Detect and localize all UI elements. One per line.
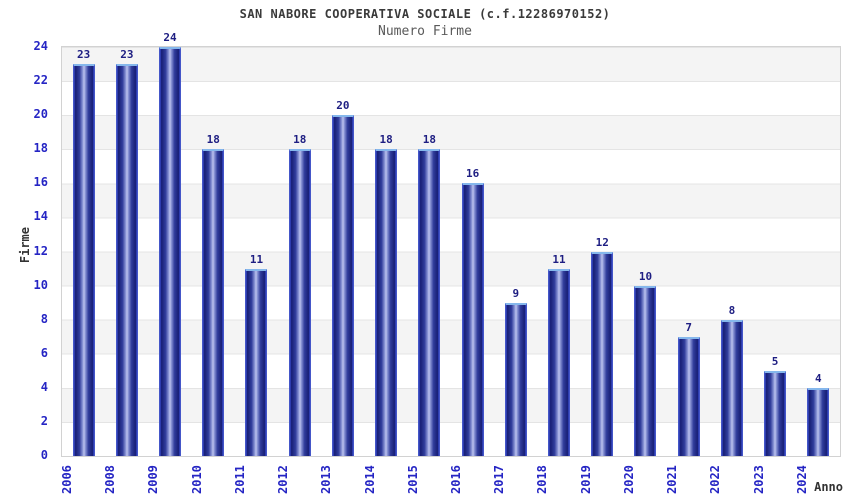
bar-slot: 9 [494, 47, 537, 456]
bar-value-label: 18 [206, 133, 220, 147]
bar-slot: 12 [581, 47, 624, 456]
bar [807, 387, 830, 456]
y-tick-label: 24 [33, 39, 48, 53]
x-tick-label: 2012 [276, 465, 291, 495]
bar-slot: 8 [710, 47, 753, 456]
y-tick-label: 10 [33, 277, 48, 292]
bar-value-label: 18 [379, 133, 393, 147]
bar-value-label: 5 [771, 354, 779, 368]
bar [288, 149, 311, 456]
y-tick-label: 2 [40, 413, 48, 428]
bar-slot: 4 [797, 47, 840, 456]
bar-value-label: 23 [120, 48, 134, 62]
x-tick-label: 2011 [232, 465, 247, 495]
bar [72, 64, 95, 456]
bar [331, 115, 354, 456]
bar-slot: 5 [754, 47, 797, 456]
bar-value-label: 16 [465, 167, 480, 181]
x-tick-label: 2016 [448, 465, 463, 495]
x-tick-label: 2015 [405, 465, 420, 495]
bar [115, 64, 138, 456]
x-tick-label: 2019 [578, 465, 593, 495]
y-tick-label: 18 [33, 141, 48, 156]
bar-slot: 24 [148, 31, 191, 456]
bar-slot: 18 [192, 47, 235, 456]
bar-slot: 18 [365, 47, 408, 456]
y-tick-label: 4 [40, 379, 48, 394]
x-tick-label: 2022 [708, 465, 723, 495]
x-axis-labels: 2006 2008 2009 2010 2011 2012 2013 2014 2015 2016… [60, 461, 839, 499]
y-tick-label: 8 [40, 311, 48, 326]
bar-slot: 18 [408, 47, 451, 456]
bar [245, 268, 268, 456]
bar-value-label: 23 [76, 48, 91, 62]
bar [418, 149, 441, 456]
x-axis-title: Anno [814, 480, 843, 494]
x-tick-label: 2009 [146, 465, 161, 495]
bar [548, 268, 571, 456]
bar-value-label: 11 [552, 252, 566, 266]
x-tick-label: 2018 [535, 465, 550, 495]
chart-subtitle: Numero Firme [378, 24, 472, 39]
bar [202, 149, 225, 456]
bar-value-label: 8 [728, 303, 736, 317]
bar [764, 370, 787, 456]
bar-slot: 11 [235, 47, 278, 456]
bar-value-label: 12 [595, 235, 609, 249]
bar-slot: 7 [667, 47, 710, 456]
bar [504, 302, 527, 456]
bar [461, 183, 484, 456]
x-tick-label: 2021 [665, 465, 680, 495]
y-axis-ticks: 0 2 4 6 8 10 12 14 16 18 20 22 24 [0, 39, 54, 462]
bar-slot: 23 [105, 47, 148, 456]
x-tick-label: 2006 [60, 465, 74, 495]
bar-value-label: 18 [293, 133, 307, 147]
bar-value-label: 20 [336, 99, 350, 113]
x-tick-label: 2023 [751, 465, 766, 495]
bar-value-label: 4 [815, 371, 822, 385]
bar-value-label: 11 [249, 252, 264, 266]
y-tick-label: 0 [40, 448, 48, 462]
bar [677, 336, 700, 456]
y-tick-label: 14 [33, 209, 48, 224]
bar-slot: 18 [278, 47, 321, 456]
bar-value-label: 10 [638, 269, 653, 283]
bar [634, 285, 657, 456]
x-tick-label: 2014 [362, 465, 377, 495]
chart-title: SAN NABORE COOPERATIVA SOCIALE (c.f.1228… [239, 7, 611, 21]
plot-area: 23 23 24 18 11 18 20 18 18 16 9 11 12 10 7 8 5 4 [61, 31, 841, 457]
bar [159, 47, 182, 456]
bar-slot: 23 [62, 47, 105, 456]
x-tick-label: 2008 [103, 465, 118, 495]
bar-value-label: 24 [163, 31, 177, 44]
bar-value-label: 9 [512, 286, 520, 300]
bar [720, 319, 743, 456]
bar [375, 149, 398, 456]
x-tick-label: 2020 [621, 465, 636, 495]
x-tick-label: 2013 [319, 465, 334, 495]
bar-value-label: 18 [422, 133, 436, 147]
x-tick-label: 2017 [492, 465, 507, 495]
bar-slot: 16 [451, 47, 494, 456]
bar-slot: 10 [624, 47, 667, 456]
y-tick-label: 20 [33, 107, 48, 122]
bar-value-label: 7 [685, 320, 692, 334]
y-tick-label: 6 [40, 345, 48, 360]
y-tick-label: 12 [33, 243, 48, 258]
bar [591, 251, 614, 456]
bar-slot: 20 [321, 47, 364, 456]
bar-slot: 11 [537, 47, 580, 456]
y-tick-label: 16 [33, 175, 48, 190]
y-tick-label: 22 [33, 73, 48, 88]
x-tick-label: 2010 [189, 465, 204, 495]
